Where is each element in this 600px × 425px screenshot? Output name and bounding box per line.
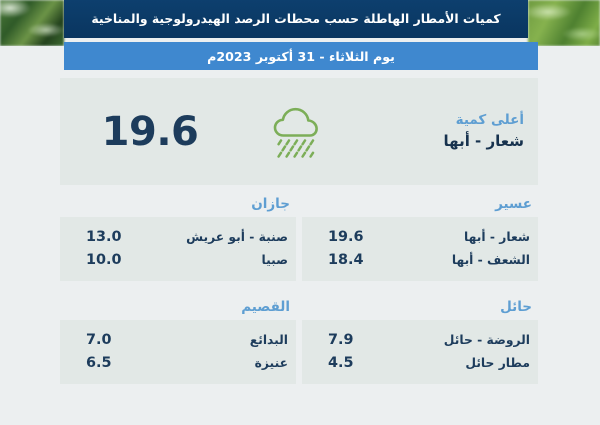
foliage-photo-right	[528, 0, 600, 46]
station-name: صبيا	[261, 252, 288, 267]
region-title-qassim: القصيم	[241, 299, 290, 315]
report-title-bar: كميات الأمطار الهاطلة حسب محطات الرصد ال…	[64, 0, 528, 38]
header-photo-strip	[0, 0, 600, 46]
region-block-jazan: جازان صنبة - أبو عريش 13.0 صبيا 10.0	[60, 196, 296, 281]
region-title-hail: حائل	[500, 299, 532, 315]
station-value: 18.4	[328, 251, 364, 268]
table-row: صبيا 10.0	[68, 248, 288, 271]
region-card-qassim: البدائع 7.0 عنيزة 6.5	[60, 320, 296, 384]
region-column-right-bottom: حائل الروضة - حائل 7.9 مطار حائل 4.5	[302, 299, 538, 402]
table-row: البدائع 7.0	[68, 328, 288, 351]
region-card-asir: شعار - أبها 19.6 الشعف - أبها 18.4	[302, 217, 538, 281]
station-value: 13.0	[86, 228, 122, 245]
station-name: الروضة - حائل	[443, 332, 530, 347]
region-column-left-top: جازان صنبة - أبو عريش 13.0 صبيا 10.0	[60, 196, 296, 299]
report-date: يوم الثلاثاء - 31 أكتوبر 2023م	[207, 48, 395, 64]
highest-amount-label: أعلى كمية	[455, 112, 524, 129]
table-row: مطار حائل 4.5	[310, 351, 530, 374]
station-value: 6.5	[86, 354, 112, 371]
station-name: الشعف - أبها	[451, 252, 530, 267]
table-row: الشعف - أبها 18.4	[310, 248, 530, 271]
table-row: صنبة - أبو عريش 13.0	[68, 225, 288, 248]
highest-amount-value-wrap: 19.6	[60, 109, 240, 155]
station-name: مطار حائل	[465, 355, 530, 370]
region-block-asir: عسير شعار - أبها 19.6 الشعف - أبها 18.4	[302, 196, 538, 281]
table-row: شعار - أبها 19.6	[310, 225, 530, 248]
report-date-bar: يوم الثلاثاء - 31 أكتوبر 2023م	[64, 42, 538, 70]
table-row: الروضة - حائل 7.9	[310, 328, 530, 351]
highest-amount-value: 19.6	[101, 108, 199, 155]
station-value: 4.5	[328, 354, 354, 371]
station-name: عنيزة	[254, 355, 288, 370]
region-column-right-top: عسير شعار - أبها 19.6 الشعف - أبها 18.4	[302, 196, 538, 299]
region-column-left-bottom: القصيم البدائع 7.0 عنيزة 6.5	[60, 299, 296, 402]
highest-amount-station: شعار - أبها	[443, 132, 524, 151]
rain-cloud-icon	[240, 99, 360, 165]
page-title: كميات الأمطار الهاطلة حسب محطات الرصد ال…	[91, 11, 501, 27]
region-block-qassim: القصيم البدائع 7.0 عنيزة 6.5	[60, 299, 296, 384]
station-name: شعار - أبها	[464, 229, 530, 244]
highest-amount-labels: أعلى كمية شعار - أبها	[360, 110, 538, 153]
station-value: 10.0	[86, 251, 122, 268]
station-value: 19.6	[328, 228, 364, 245]
region-card-jazan: صنبة - أبو عريش 13.0 صبيا 10.0	[60, 217, 296, 281]
region-card-hail: الروضة - حائل 7.9 مطار حائل 4.5	[302, 320, 538, 384]
palm-photo-left	[0, 0, 64, 46]
region-title-asir: عسير	[495, 196, 532, 212]
region-block-hail: حائل الروضة - حائل 7.9 مطار حائل 4.5	[302, 299, 538, 384]
highest-amount-panel: أعلى كمية شعار - أبها	[60, 78, 538, 185]
station-value: 7.0	[86, 331, 112, 348]
station-name: صنبة - أبو عريش	[186, 229, 288, 244]
station-value: 7.9	[328, 331, 354, 348]
region-title-jazan: جازان	[251, 196, 290, 212]
table-row: عنيزة 6.5	[68, 351, 288, 374]
station-name: البدائع	[249, 332, 288, 347]
regions-grid: عسير شعار - أبها 19.6 الشعف - أبها 18.4 …	[60, 196, 538, 402]
